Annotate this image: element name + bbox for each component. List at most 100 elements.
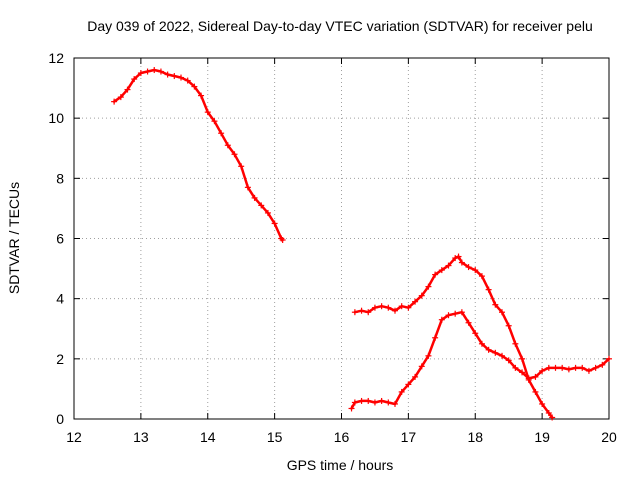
x-tick-label: 18 <box>467 429 483 445</box>
data-point <box>458 259 465 266</box>
data-point <box>348 405 355 412</box>
data-point <box>371 399 378 406</box>
y-tick-labels: 0 2 4 6 8 10 12 <box>48 50 64 427</box>
data-point <box>365 309 372 316</box>
y-tick-label: 0 <box>56 411 64 427</box>
data-point <box>445 262 452 269</box>
data-point <box>244 184 251 191</box>
series-line-arc-3 <box>350 310 611 410</box>
x-axis-label: GPS time / hours <box>287 457 394 473</box>
data-point <box>499 309 505 316</box>
y-tick-label: 10 <box>48 110 64 126</box>
data-point <box>405 304 412 311</box>
y-axis-label: SDTVAR / TECUs <box>6 182 22 294</box>
y-tick-label: 6 <box>56 231 64 247</box>
data-point <box>412 373 419 380</box>
data-point <box>392 307 398 314</box>
data-point <box>385 304 392 311</box>
data-point <box>532 373 539 380</box>
data-point <box>592 364 599 371</box>
data-point <box>545 364 552 371</box>
data-point <box>124 86 131 93</box>
data-point <box>418 363 425 370</box>
data-point <box>572 364 579 371</box>
data-point <box>279 237 286 244</box>
data-point <box>565 366 572 373</box>
data-point <box>499 352 505 359</box>
data-point <box>385 399 392 406</box>
y-tick-label: 2 <box>56 351 64 367</box>
axis-ticks <box>73 57 610 420</box>
data-point <box>472 330 479 337</box>
data-point <box>525 375 532 382</box>
data-point <box>258 202 265 209</box>
data-point <box>425 352 432 359</box>
data-point <box>351 399 358 406</box>
data-point <box>485 286 492 293</box>
data-point <box>392 400 398 407</box>
data-point <box>438 316 445 323</box>
data-point <box>539 367 546 374</box>
data-point <box>539 400 546 407</box>
data-point <box>358 307 365 314</box>
data-point <box>184 77 191 84</box>
data-point <box>271 220 278 227</box>
data-point <box>358 397 365 404</box>
data-point <box>264 209 271 216</box>
data-point <box>455 253 462 260</box>
data-point <box>445 312 452 319</box>
data-point <box>519 355 526 362</box>
data-point <box>171 73 178 80</box>
data-point <box>351 309 358 316</box>
data-point <box>492 301 499 308</box>
data-point <box>606 355 612 362</box>
data-point <box>378 303 385 310</box>
data-point <box>178 74 184 81</box>
data-point <box>151 67 158 74</box>
data-point <box>378 397 385 404</box>
data-point <box>505 322 512 329</box>
data-point <box>111 98 118 105</box>
data-point <box>224 142 231 149</box>
data-point <box>231 151 238 158</box>
y-tick-label: 12 <box>48 50 64 66</box>
x-tick-label: 13 <box>133 429 149 445</box>
chart-title: Day 039 of 2022, Sidereal Day-to-day VTE… <box>87 18 593 34</box>
data-point <box>545 409 552 416</box>
data-point <box>478 273 485 280</box>
data-point <box>204 109 211 116</box>
data-point <box>552 364 559 371</box>
data-point <box>117 94 124 101</box>
data-point <box>144 68 151 75</box>
data-point <box>198 92 205 99</box>
data-point <box>425 283 432 290</box>
data-point <box>251 194 258 201</box>
data-point <box>549 414 556 421</box>
data-point <box>398 303 405 310</box>
data-point <box>432 334 439 341</box>
data-point <box>512 364 519 371</box>
data-point <box>559 364 566 371</box>
data-point <box>412 298 419 305</box>
data-point <box>585 367 592 374</box>
data-point <box>599 361 606 368</box>
data-point <box>505 357 512 364</box>
data-point <box>532 388 539 395</box>
data-point <box>191 83 198 90</box>
data-point <box>512 340 519 347</box>
x-tick-label: 17 <box>401 429 417 445</box>
data-point <box>472 267 479 274</box>
x-tick-labels: 12 13 14 15 16 17 18 19 20 <box>66 429 617 445</box>
data-point <box>458 309 465 316</box>
data-point <box>438 267 445 274</box>
data-point <box>365 397 372 404</box>
data-point <box>478 340 485 347</box>
x-tick-label: 15 <box>267 429 283 445</box>
data-point <box>485 346 492 353</box>
data-point <box>164 71 171 78</box>
data-point <box>238 163 245 170</box>
data-point <box>218 130 225 137</box>
series-line-arc-2 <box>353 255 554 419</box>
data-point <box>157 68 164 75</box>
